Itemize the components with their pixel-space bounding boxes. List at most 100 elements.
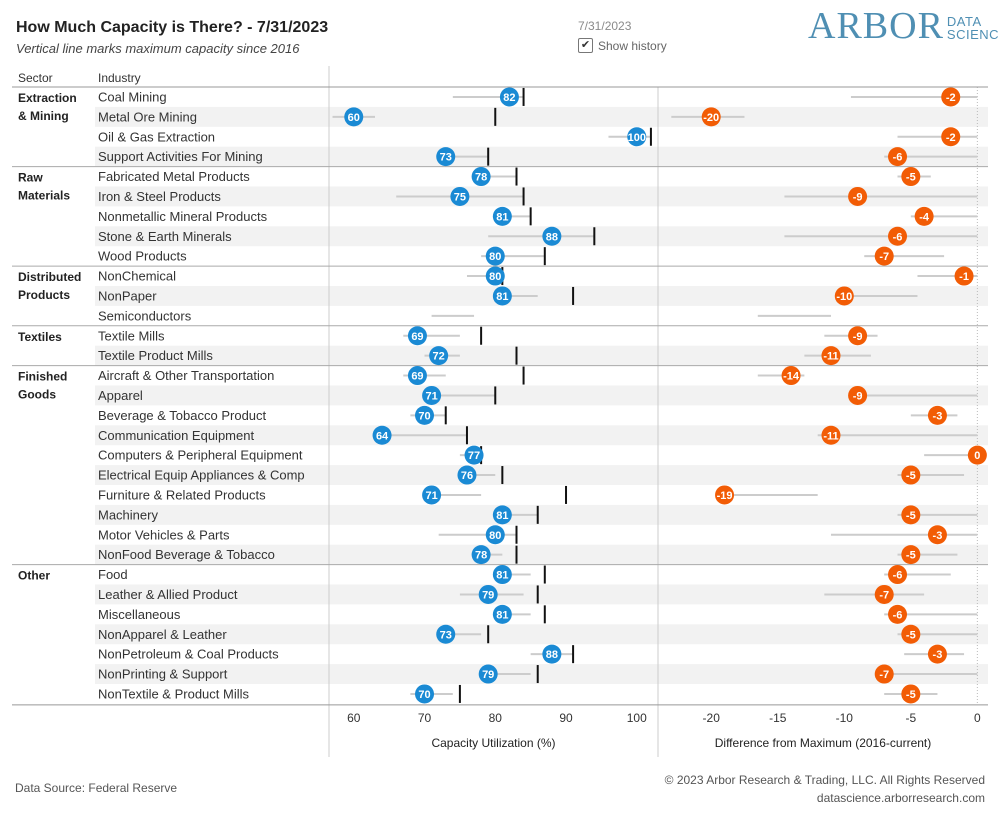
utilization-value-label: 69 xyxy=(411,371,423,383)
difference-tick-label: -10 xyxy=(836,711,854,725)
sector-label: Raw xyxy=(18,171,43,185)
difference-dot xyxy=(901,545,921,565)
industry-label: Communication Equipment xyxy=(98,428,254,443)
utilization-dot xyxy=(415,405,435,425)
difference-dot xyxy=(954,266,974,286)
arbor-logo: ARBOR DATA SCIENCE xyxy=(808,6,1000,46)
sector-label: Distributed xyxy=(18,270,81,284)
industry-label: Machinery xyxy=(98,507,158,522)
sector-label: Extraction xyxy=(18,91,77,105)
sector-label: Products xyxy=(18,288,70,302)
utilization-value-label: 76 xyxy=(461,470,473,482)
industry-label: Apparel xyxy=(98,388,143,403)
difference-value-label: -7 xyxy=(879,251,889,263)
utilization-dot xyxy=(542,644,562,664)
checkmark-icon: ✔ xyxy=(580,39,591,51)
difference-axis-title: Difference from Maximum (2016-current) xyxy=(715,736,932,750)
utilization-dot xyxy=(492,206,512,226)
industry-label: Furniture & Related Products xyxy=(98,487,266,502)
show-history-toggle[interactable]: ✔ Show history xyxy=(578,38,667,53)
industry-label: NonChemical xyxy=(98,269,176,284)
date-filter-label: 7/31/2023 xyxy=(578,19,632,33)
industry-label: NonPetroleum & Coal Products xyxy=(98,647,279,662)
utilization-dot xyxy=(492,286,512,306)
copyright-text: © 2023 Arbor Research & Trading, LLC. Al… xyxy=(664,773,985,787)
utilization-dot xyxy=(478,584,498,604)
industry-label: Metal Ore Mining xyxy=(98,109,197,124)
difference-value-label: -5 xyxy=(906,470,916,482)
difference-value-label: -3 xyxy=(933,410,943,422)
difference-value-label: -5 xyxy=(906,689,916,701)
row-band xyxy=(95,186,988,207)
difference-dot xyxy=(927,405,947,425)
difference-value-label: -9 xyxy=(853,191,863,203)
difference-value-label: -4 xyxy=(919,211,930,223)
row-band xyxy=(95,286,988,306)
utilization-tick-label: 70 xyxy=(418,711,432,725)
utilization-dot xyxy=(450,186,470,206)
difference-dot xyxy=(848,326,868,346)
difference-value-label: -11 xyxy=(823,351,838,363)
utilization-value-label: 71 xyxy=(425,490,437,502)
industry-label: Food xyxy=(98,567,128,582)
difference-dot xyxy=(834,286,854,306)
difference-value-label: -10 xyxy=(836,291,852,303)
row-band xyxy=(95,425,988,446)
utilization-dot xyxy=(627,127,647,147)
difference-dot xyxy=(874,584,894,604)
utilization-value-label: 81 xyxy=(496,510,508,522)
difference-dot xyxy=(927,525,947,545)
industry-label: Oil & Gas Extraction xyxy=(98,129,215,144)
utilization-dot xyxy=(407,366,427,386)
utilization-value-label: 70 xyxy=(418,410,430,422)
utilization-value-label: 73 xyxy=(440,629,452,641)
utilization-dot xyxy=(492,604,512,624)
industry-column-header: Industry xyxy=(98,71,141,85)
footer-credits: © 2023 Arbor Research & Trading, LLC. Al… xyxy=(665,771,985,807)
sector-label: Goods xyxy=(18,388,56,402)
utilization-value-label: 80 xyxy=(489,251,501,263)
difference-dot xyxy=(874,664,894,684)
difference-dot xyxy=(914,206,934,226)
row-band xyxy=(95,106,988,127)
utilization-value-label: 73 xyxy=(440,152,452,164)
industry-label: Coal Mining xyxy=(98,89,167,104)
industry-label: Semiconductors xyxy=(98,308,192,323)
utilization-dot xyxy=(422,485,442,505)
utilization-dot xyxy=(485,266,505,286)
show-history-checkbox[interactable]: ✔ xyxy=(578,38,593,53)
difference-dot xyxy=(967,445,987,465)
utilization-dot xyxy=(407,326,427,346)
industry-label: Textile Mills xyxy=(98,328,165,343)
difference-dot xyxy=(888,147,908,167)
difference-dot xyxy=(821,346,841,366)
industry-label: Computers & Peripheral Equipment xyxy=(98,448,303,463)
difference-value-label: -9 xyxy=(853,390,863,402)
industry-label: NonTextile & Product Mills xyxy=(98,686,249,701)
difference-value-label: -11 xyxy=(823,430,838,442)
sector-column-header: Sector xyxy=(18,71,53,85)
difference-tick-label: -20 xyxy=(703,711,721,725)
difference-value-label: -6 xyxy=(893,609,903,621)
difference-dot xyxy=(941,127,961,147)
difference-value-label: -20 xyxy=(703,112,719,124)
utilization-value-label: 69 xyxy=(411,331,423,343)
difference-value-label: -6 xyxy=(893,570,903,582)
sector-label: Textiles xyxy=(18,330,62,344)
show-history-label: Show history xyxy=(598,38,667,53)
logo-sub-line-1: DATA xyxy=(946,14,982,29)
utilization-value-label: 81 xyxy=(496,609,508,621)
utilization-dot xyxy=(415,684,435,704)
difference-value-label: -5 xyxy=(906,629,916,641)
industry-label: Electrical Equip Appliances & Comp xyxy=(98,468,305,483)
site-url[interactable]: datascience.arborresearch.com xyxy=(816,791,985,805)
utilization-value-label: 71 xyxy=(425,390,437,402)
difference-value-label: -2 xyxy=(946,92,956,104)
utilization-value-label: 78 xyxy=(475,550,487,562)
utilization-value-label: 72 xyxy=(433,351,445,363)
utilization-value-label: 79 xyxy=(482,669,494,681)
difference-value-label: -1 xyxy=(959,271,969,283)
row-band xyxy=(95,624,988,645)
utilization-dot xyxy=(372,425,392,445)
difference-value-label: -5 xyxy=(906,550,916,562)
